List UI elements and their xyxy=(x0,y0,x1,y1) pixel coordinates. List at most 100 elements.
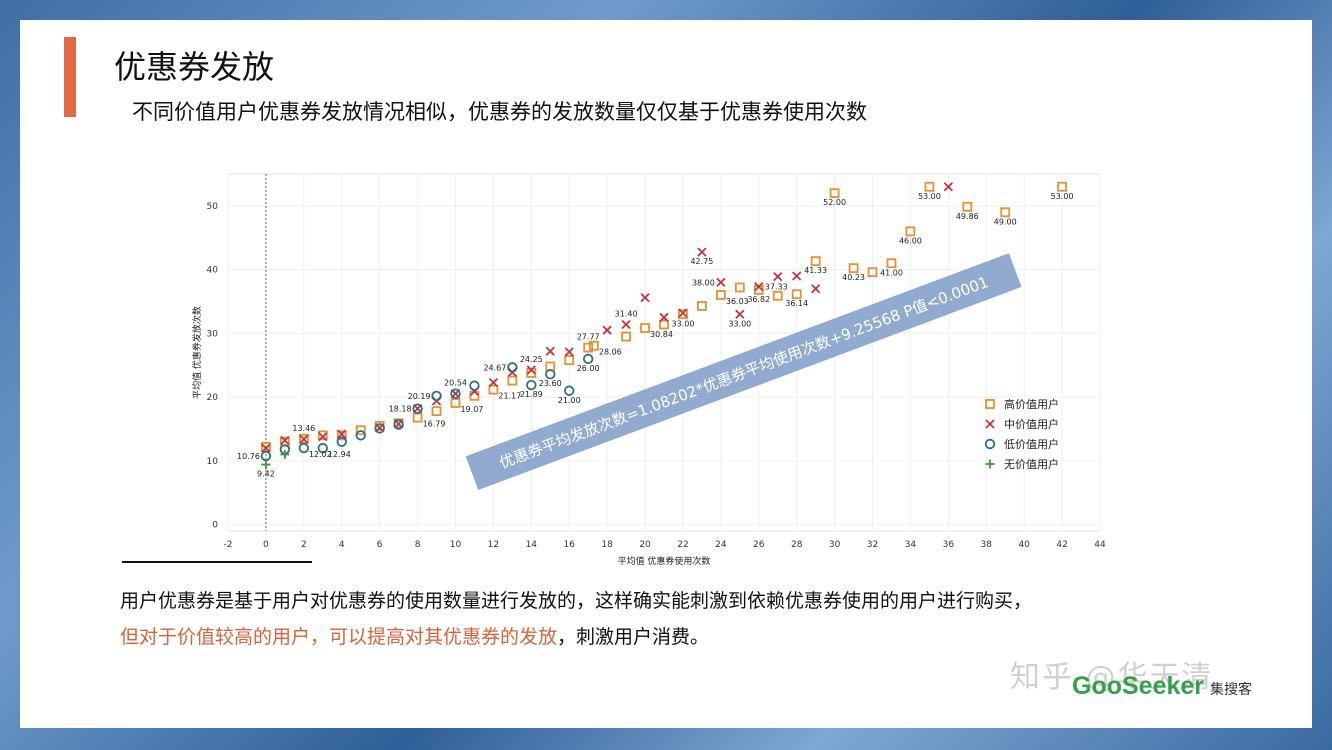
x-tick-label: 28 xyxy=(791,540,803,550)
data-point-x xyxy=(299,434,309,444)
x-tick-label: 18 xyxy=(601,540,613,550)
y-tick-label: 10 xyxy=(207,457,219,467)
data-label: 41.33 xyxy=(804,266,827,275)
data-point-x xyxy=(488,377,499,388)
x-tick-label: 6 xyxy=(377,540,383,550)
data-point-x xyxy=(678,308,688,318)
data-label: 33.00 xyxy=(672,319,695,328)
x-tick-label: 8 xyxy=(415,540,421,550)
data-point-circle xyxy=(469,380,480,391)
data-point-x xyxy=(261,443,271,453)
data-point-x xyxy=(697,247,707,257)
data-point-circle xyxy=(526,379,537,391)
data-label: 24.67 xyxy=(483,363,506,372)
data-point-x xyxy=(773,272,783,282)
regression-annotation-band xyxy=(465,253,1022,491)
data-point-square xyxy=(583,342,594,353)
data-point-square xyxy=(867,267,878,278)
data-label: 46.00 xyxy=(899,236,922,245)
data-point-square xyxy=(848,263,859,274)
legend-item-label: 低价值用户 xyxy=(1004,437,1059,451)
plot-area xyxy=(227,173,1101,532)
scatter-chart: -2 0 2 4 6 8 10 12 14 16 18 20 22 24 26 28 30 32 34 36 38 40 4… xyxy=(191,173,1106,567)
data-label: 23.60 xyxy=(539,379,562,388)
data-point-circle xyxy=(298,442,310,454)
data-point-square xyxy=(697,301,707,311)
data-point-square xyxy=(734,282,745,293)
y-axis-label: 平均值 优惠券发放次数 xyxy=(191,306,203,399)
data-point-circle xyxy=(564,385,575,396)
x-tick-label: 34 xyxy=(905,540,917,550)
x-tick-label: 12 xyxy=(488,540,499,550)
data-point-square xyxy=(488,384,499,395)
data-point-x xyxy=(337,429,347,439)
x-tick-label: 14 xyxy=(526,540,538,550)
data-point-circle xyxy=(450,388,461,399)
x-tick-label: 22 xyxy=(677,540,688,550)
data-label: 18.18 xyxy=(389,405,412,414)
data-label: 37.33 xyxy=(765,283,788,292)
data-label: 12.94 xyxy=(328,450,351,459)
data-point-square xyxy=(564,355,575,366)
data-point-x xyxy=(659,312,669,323)
data-point-x xyxy=(526,365,536,375)
data-label: 41.00 xyxy=(880,268,903,277)
data-point-circle xyxy=(393,419,404,430)
legend-marker xyxy=(985,399,995,409)
data-label: 10.76 xyxy=(237,452,260,461)
data-point-square xyxy=(678,309,688,320)
data-point-circle xyxy=(431,390,442,402)
legend-marker xyxy=(984,438,996,450)
data-point-x xyxy=(716,277,726,288)
data-point-plus xyxy=(280,450,290,459)
data-point-circle xyxy=(374,423,385,434)
data-label: 21.89 xyxy=(520,390,543,399)
body-line-2: 但对于价值较高的用户，可以提高对其优惠券的发放，刺激用户消费。 xyxy=(120,619,1240,655)
legend-item-label: 中价值用户 xyxy=(1004,417,1059,431)
legend-item-label: 无价值用户 xyxy=(1004,457,1059,471)
data-point-x xyxy=(640,293,650,303)
data-label: 36.82 xyxy=(747,295,770,304)
legend-marker xyxy=(985,459,995,469)
data-point-x xyxy=(545,346,555,356)
data-point-square xyxy=(886,258,897,269)
data-label: 21.00 xyxy=(558,396,581,405)
data-label: 31.40 xyxy=(615,309,638,318)
data-point-square xyxy=(317,430,328,441)
legend-marker xyxy=(985,419,995,429)
data-label: 21.17 xyxy=(498,392,521,401)
data-label: 49.00 xyxy=(994,217,1017,226)
data-label: 12.02 xyxy=(309,450,332,459)
data-point-square xyxy=(1000,207,1011,218)
data-point-circle xyxy=(317,442,328,454)
data-point-square xyxy=(431,406,442,417)
data-label: 13.46 xyxy=(292,424,315,433)
page-subtitle: 不同价值用户优惠券发放情况相似，优惠券的发放数量仅仅基于优惠券使用次数 xyxy=(132,100,867,124)
title-accent-bar xyxy=(64,37,76,117)
x-tick-label: 4 xyxy=(339,540,345,550)
x-tick-label: 24 xyxy=(715,540,727,550)
data-point-circle xyxy=(412,403,423,414)
data-point-square xyxy=(810,256,821,267)
data-point-x xyxy=(792,271,802,281)
x-tick-label: 16 xyxy=(563,540,575,550)
x-tick-label: 36 xyxy=(943,540,955,550)
section-divider xyxy=(122,561,312,563)
x-tick-label: 32 xyxy=(867,540,878,550)
data-point-square xyxy=(588,340,599,351)
data-point-x xyxy=(318,432,328,442)
body-line-1: 用户优惠券是基于用户对优惠券的使用数量进行发放的，这样确实能刺激到依赖优惠券使用… xyxy=(120,590,1033,612)
data-point-x xyxy=(564,347,574,357)
data-label: 53.00 xyxy=(918,192,941,201)
data-point-square xyxy=(905,226,916,237)
data-point-square xyxy=(829,188,840,199)
x-tick-label: 42 xyxy=(1056,540,1067,550)
watermark: 知乎 @华天清 xyxy=(1010,660,1214,695)
data-point-circle xyxy=(582,353,594,365)
y-tick-label: 0 xyxy=(212,521,218,531)
data-point-square xyxy=(1057,181,1067,192)
data-point-x xyxy=(943,182,953,192)
data-label: 49.86 xyxy=(956,212,979,221)
data-label: 36.03 xyxy=(726,297,749,306)
data-point-x xyxy=(735,309,745,319)
